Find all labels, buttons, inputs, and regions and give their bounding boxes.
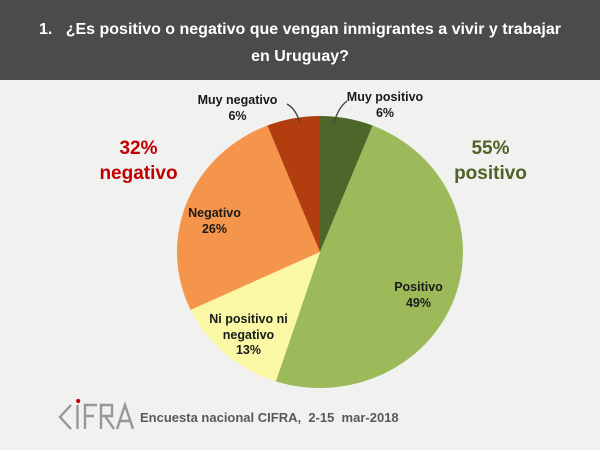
slice-label-negativo: Negativo 26% <box>162 206 267 237</box>
annotation-total-positive: 55% positivo <box>428 136 553 186</box>
cifra-logo <box>58 398 135 430</box>
slide-title-line-1: 1. ¿Es positivo o negativo que vengan in… <box>39 21 561 38</box>
annotation-pct: 32% <box>119 138 158 159</box>
slice-label-text: Muy negativo <box>197 93 278 107</box>
slice-label-pct: 13% <box>235 343 262 357</box>
pie-slice-negativo <box>176 125 320 310</box>
pie-slice-positivo <box>275 125 463 388</box>
logo-letter-c <box>58 404 72 430</box>
slice-label-positivo: Positivo 49% <box>376 280 461 311</box>
slice-label-muy-positivo: Muy positivo 6% <box>330 90 440 121</box>
slice-label-text: Positivo <box>394 280 443 294</box>
slice-label-text: Ni positivo ni negativo <box>209 312 288 342</box>
slice-label-text: Muy positivo <box>346 90 424 104</box>
logo-letter-a <box>115 401 135 430</box>
slide-title-line-2: en Uruguay? <box>251 48 349 65</box>
annotation-word: positivo <box>454 163 527 184</box>
logo-letter-r <box>99 403 115 430</box>
logo-dot-icon <box>76 398 81 404</box>
slice-label-text: Negativo <box>188 206 241 220</box>
pie-slice-ni-positivo-ni-negativo <box>190 252 320 382</box>
slice-label-pct: 26% <box>201 221 228 236</box>
pie-slice-muy-negativo <box>267 116 320 252</box>
source-text: Encuesta nacional CIFRA, 2-15 mar-2018 <box>140 410 399 425</box>
logo-letter-f <box>83 403 97 429</box>
pie-slice-muy-positivo <box>320 116 373 252</box>
annotation-pct: 55% <box>471 138 510 159</box>
leader-line-muy-negativo <box>286 103 301 124</box>
leader-line-muy-positivo <box>333 100 348 124</box>
slice-label-muy-negativo: Muy negativo 6% <box>180 93 295 124</box>
annotation-total-negative: 32% negativo <box>76 136 201 186</box>
slice-label-pct: 6% <box>228 108 247 123</box>
slide-title-bar: 1. ¿Es positivo o negativo que vengan in… <box>0 0 600 80</box>
pie-slices <box>176 116 463 388</box>
slice-label-ni-positivo-ni-negativo: Ni positivo ni negativo 13% <box>201 312 296 359</box>
slice-label-pct: 6% <box>375 105 395 120</box>
slice-label-pct: 49% <box>405 295 432 310</box>
annotation-word: negativo <box>99 163 178 184</box>
